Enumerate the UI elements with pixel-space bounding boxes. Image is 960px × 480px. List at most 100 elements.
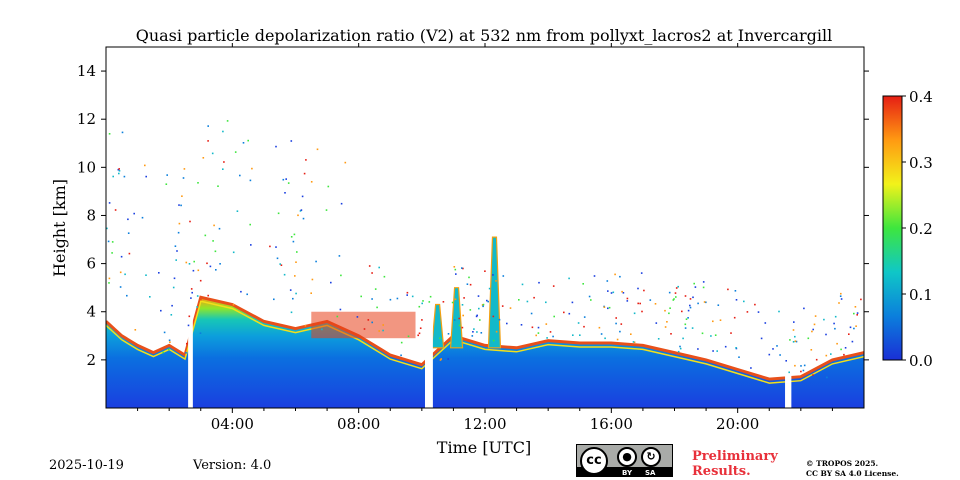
noise-speck bbox=[273, 298, 275, 301]
noise-speck bbox=[520, 324, 523, 326]
noise-speck bbox=[552, 285, 555, 287]
noise-speck bbox=[461, 304, 464, 306]
noise-speck bbox=[310, 292, 312, 294]
noise-speck bbox=[792, 341, 795, 343]
noise-speck bbox=[293, 233, 296, 236]
noise-speck bbox=[615, 322, 617, 325]
noise-speck bbox=[854, 306, 857, 308]
noise-speck bbox=[144, 164, 146, 167]
noise-speck bbox=[461, 326, 464, 329]
noise-speck bbox=[492, 274, 494, 276]
noise-speck bbox=[108, 277, 111, 280]
noise-speck bbox=[684, 323, 687, 326]
noise-speck bbox=[127, 218, 129, 221]
noise-speck bbox=[325, 209, 328, 211]
noise-speck bbox=[170, 314, 173, 316]
noise-speck bbox=[108, 202, 111, 204]
noise-speck bbox=[158, 272, 160, 274]
noise-speck bbox=[477, 295, 480, 297]
noise-speck bbox=[128, 252, 131, 255]
noise-speck bbox=[382, 324, 384, 326]
noise-speck bbox=[672, 299, 675, 301]
noise-speck bbox=[684, 327, 687, 329]
noise-speck bbox=[311, 278, 314, 281]
noise-speck bbox=[418, 332, 421, 335]
x-ticks: 04:00 08:00 12:00 16:00 20:00 bbox=[137, 43, 833, 433]
noise-speck bbox=[684, 295, 687, 297]
footer-date: 2025-10-19 bbox=[49, 458, 124, 473]
noise-speck bbox=[687, 309, 690, 312]
noise-speck bbox=[215, 269, 217, 271]
noise-speck bbox=[502, 275, 505, 277]
noise-speck bbox=[303, 172, 306, 175]
noise-speck bbox=[553, 315, 555, 318]
footer-version: Version: 4.0 bbox=[193, 458, 272, 473]
noise-speck bbox=[471, 335, 474, 337]
noise-speck bbox=[811, 330, 813, 333]
noise-speck bbox=[848, 333, 850, 335]
noise-speck bbox=[537, 332, 540, 334]
noise-speck bbox=[321, 328, 323, 331]
noise-speck bbox=[685, 318, 688, 320]
noise-speck bbox=[356, 316, 359, 318]
noise-speck bbox=[111, 252, 113, 254]
noise-speck bbox=[757, 311, 760, 313]
noise-speck bbox=[439, 359, 442, 361]
noise-speck bbox=[853, 327, 855, 330]
noise-speck bbox=[242, 142, 245, 144]
noise-speck bbox=[421, 302, 423, 305]
noise-speck bbox=[120, 255, 123, 258]
noise-speck bbox=[697, 302, 699, 305]
noise-speck bbox=[724, 345, 727, 348]
noise-speck bbox=[546, 337, 548, 339]
noise-speck bbox=[219, 263, 221, 265]
noise-speck bbox=[182, 177, 185, 179]
noise-speck bbox=[626, 300, 629, 302]
noise-speck bbox=[664, 326, 667, 328]
noise-speck bbox=[608, 306, 611, 309]
noise-speck bbox=[583, 325, 585, 328]
noise-speck bbox=[682, 337, 684, 340]
colorbar-tick-label: 0.0 bbox=[909, 352, 933, 370]
noise-speck bbox=[190, 297, 192, 299]
noise-speck bbox=[163, 331, 166, 334]
noise-speck bbox=[579, 334, 581, 336]
noise-speck bbox=[719, 319, 722, 321]
y-tick-label: 4 bbox=[86, 303, 96, 321]
noise-speck bbox=[222, 168, 224, 170]
noise-speck bbox=[193, 260, 195, 263]
noise-speck bbox=[655, 322, 658, 324]
noise-speck bbox=[689, 304, 691, 307]
noise-speck bbox=[727, 288, 729, 291]
noise-speck bbox=[171, 304, 173, 307]
noise-speck bbox=[316, 148, 319, 151]
noise-speck bbox=[794, 335, 796, 338]
copyright-notice: © TROPOS 2025. CC BY SA 4.0 License. bbox=[806, 459, 899, 479]
noise-speck bbox=[111, 241, 114, 243]
noise-speck bbox=[295, 261, 297, 263]
noise-speck bbox=[162, 351, 164, 354]
noise-speck bbox=[196, 295, 199, 297]
noise-speck bbox=[468, 276, 470, 279]
noise-speck bbox=[178, 222, 181, 225]
data-gap bbox=[785, 47, 792, 408]
noise-speck bbox=[531, 326, 534, 329]
noise-speck bbox=[378, 330, 380, 332]
layer-top-edge bbox=[106, 295, 864, 381]
plume-mark bbox=[430, 303, 445, 349]
noise-speck bbox=[339, 308, 342, 311]
noise-speck bbox=[487, 300, 489, 303]
cc-label: cc bbox=[586, 453, 602, 468]
noise-speck bbox=[702, 281, 705, 283]
noise-speck bbox=[117, 168, 120, 171]
noise-speck bbox=[301, 195, 304, 198]
noise-speck bbox=[664, 309, 666, 312]
high-depol-region bbox=[311, 311, 416, 339]
chart-title: Quasi particle depolarization ratio (V2)… bbox=[136, 26, 833, 45]
x-tick-label: 20:00 bbox=[716, 415, 759, 433]
noise-speck bbox=[284, 192, 286, 194]
noise-speck bbox=[615, 317, 617, 319]
noise-speck bbox=[453, 319, 456, 321]
noise-speck bbox=[764, 322, 767, 324]
noise-speck bbox=[603, 306, 606, 308]
